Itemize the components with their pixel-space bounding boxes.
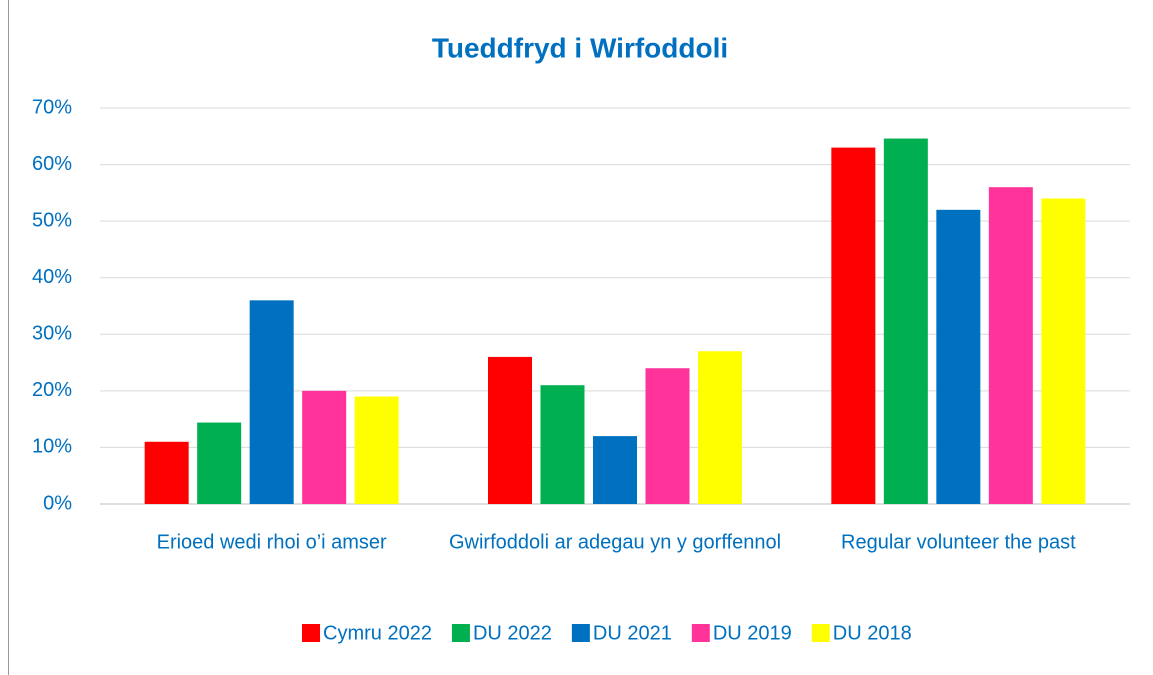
y-tick-label: 60%: [32, 153, 72, 175]
bar: [988, 187, 1033, 504]
bar: [144, 441, 189, 504]
bar: [540, 385, 585, 504]
bar: [936, 209, 981, 505]
legend-swatch: [811, 624, 830, 642]
y-tick-label: 30%: [32, 323, 72, 345]
y-tick-label: 50%: [32, 209, 72, 231]
chart-title: Tueddfryd i Wirfoddoli: [432, 32, 728, 63]
bar: [488, 356, 532, 504]
bar: [302, 390, 347, 504]
x-tick-label: Regular volunteer the past: [841, 531, 1076, 553]
legend-label: Cymru 2022: [323, 622, 432, 644]
legend-label: DU 2018: [833, 622, 912, 644]
y-tick-label: 70%: [32, 96, 72, 118]
x-tick-label: Gwirfoddoli ar adegau yn y gorffennol: [449, 531, 781, 553]
y-tick-label: 40%: [32, 266, 72, 288]
y-tick-label: 0%: [43, 492, 72, 514]
legend-swatch: [571, 624, 590, 642]
bar: [831, 147, 876, 504]
legend-label: DU 2021: [593, 622, 672, 644]
legend-swatch: [691, 624, 710, 642]
bar: [249, 300, 294, 504]
bar: [354, 396, 399, 504]
chart-border: [8, 0, 1153, 675]
legend-label: DU 2022: [473, 622, 552, 644]
bar: [593, 436, 637, 504]
bar: [883, 138, 928, 504]
legend-swatch: [451, 624, 470, 642]
bar: [1041, 198, 1086, 504]
legend-label: DU 2019: [713, 622, 792, 644]
bar: [197, 422, 242, 504]
legend-swatch: [302, 624, 320, 642]
bar: [645, 368, 690, 504]
x-tick-label: Erioed wedi rhoi o’i amser: [157, 531, 387, 553]
bar: [698, 351, 742, 504]
y-tick-label: 20%: [32, 379, 72, 401]
y-tick-label: 10%: [32, 436, 72, 458]
